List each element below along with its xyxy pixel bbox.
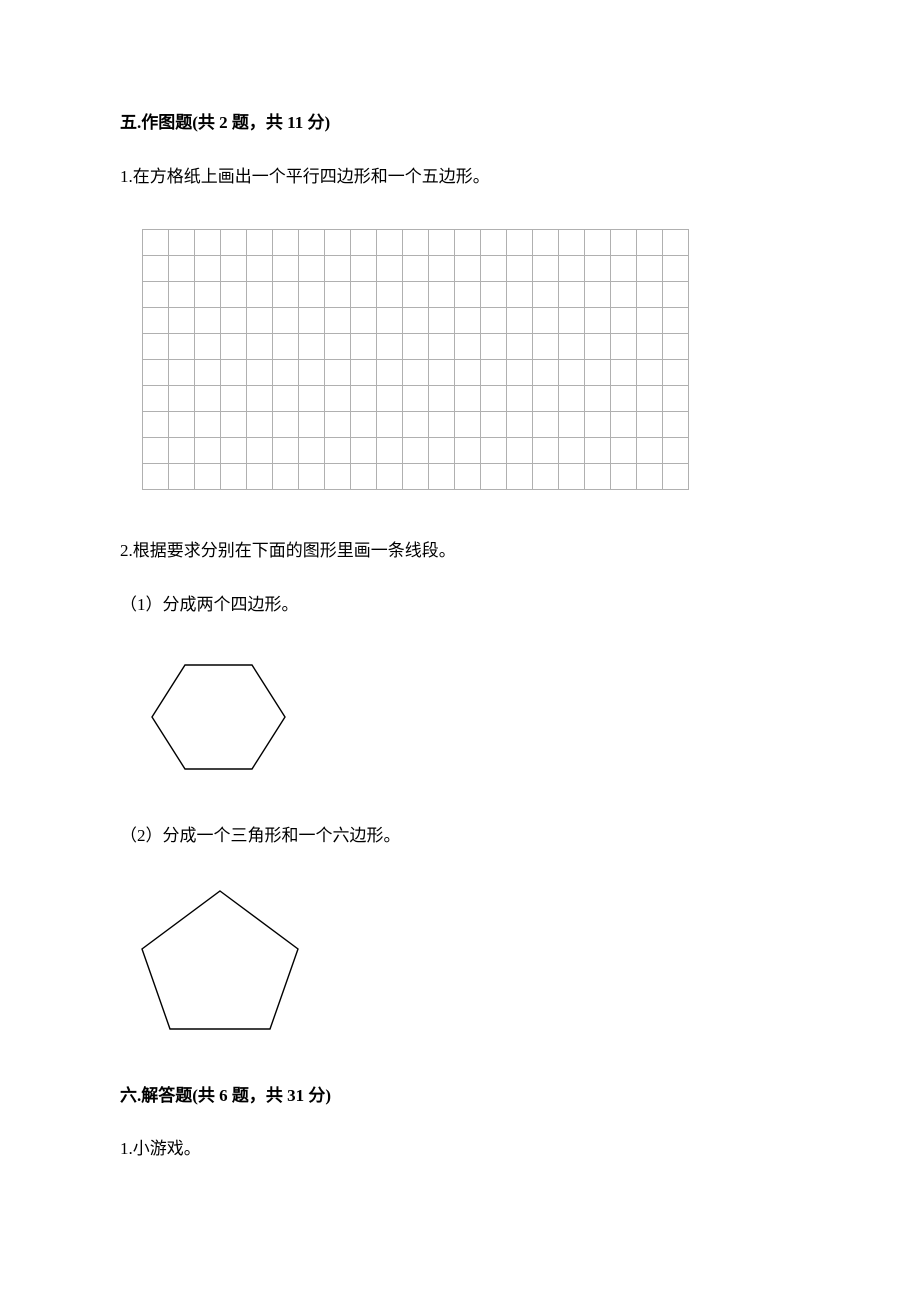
section5-heading: 五.作图题(共 2 题，共 11 分) (120, 110, 800, 136)
hexagon-icon (130, 647, 290, 787)
section5-q2-sub1: （1）分成两个四边形。 (120, 592, 800, 618)
section5-q2: 2.根据要求分别在下面的图形里画一条线段。 (120, 538, 800, 564)
pentagon-icon (130, 879, 310, 1039)
grid-paper (142, 229, 689, 490)
hexagon-figure (130, 647, 800, 787)
section6-heading: 六.解答题(共 6 题，共 31 分) (120, 1083, 800, 1109)
document-page: 五.作图题(共 2 题，共 11 分) 1.在方格纸上画出一个平行四边形和一个五… (0, 0, 920, 1302)
section5-q2-sub2: （2）分成一个三角形和一个六边形。 (120, 823, 800, 849)
section6-q1: 1.小游戏。 (120, 1136, 800, 1162)
pentagon-figure (130, 879, 800, 1039)
section5-q1: 1.在方格纸上画出一个平行四边形和一个五边形。 (120, 164, 800, 190)
grid-figure (142, 229, 800, 490)
